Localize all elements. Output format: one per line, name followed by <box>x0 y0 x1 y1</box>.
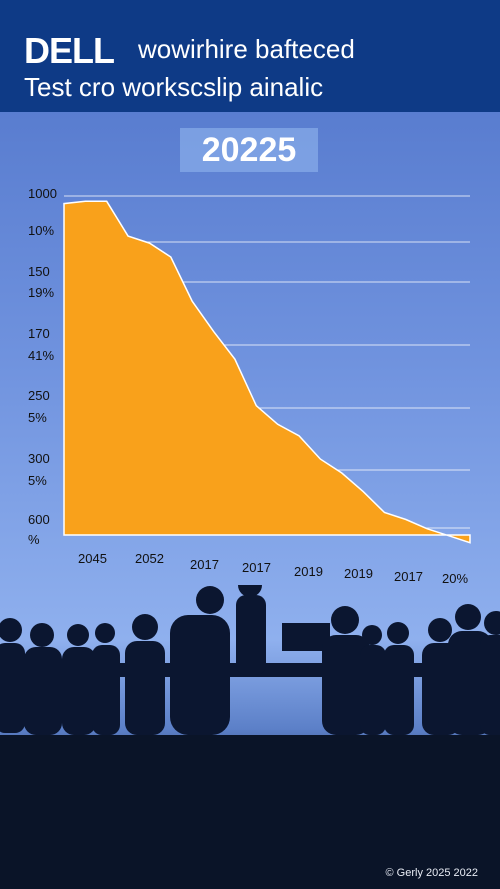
chart-area-series <box>63 200 471 544</box>
y-axis-ticks: 1000 10% 150 19% 170 41% 250 5% 300 5% 600% <box>28 186 57 547</box>
x-tick-label: 2017 <box>394 569 423 584</box>
x-tick-label: 2019 <box>294 564 323 579</box>
y-tick-label: 600 <box>28 512 50 527</box>
x-tick-label: 2045 <box>78 551 107 566</box>
x-tick-label: 20% <box>442 571 468 586</box>
title-line-2: Test cro workscslip ainalic <box>24 72 324 102</box>
y-tick-label: 150 <box>28 264 50 279</box>
x-tick-label: 2019 <box>344 566 373 581</box>
y-tick-label: 5% <box>28 410 47 425</box>
header-banner: DELL wowirhire bafteced Test cro workscs… <box>0 0 500 112</box>
x-tick-label: 2052 <box>135 551 164 566</box>
brand-logo: DELL <box>24 30 115 71</box>
y-tick-label: 170 <box>28 326 50 341</box>
x-tick-label: 2017 <box>242 560 271 575</box>
x-tick-label: 2017 <box>190 557 219 572</box>
y-tick-label: 41% <box>28 348 54 363</box>
y-tick-label: 300 <box>28 451 50 466</box>
y-tick-label: 19% <box>28 285 54 300</box>
title-line-1: wowirhire bafteced <box>138 34 355 64</box>
y-tick-label: 5% <box>28 473 47 488</box>
x-axis-ticks: 2045 2052 2017 2017 2019 2019 2017 20% <box>78 551 468 586</box>
area-series-fill <box>63 200 471 544</box>
y-tick-label: 250 <box>28 388 50 403</box>
y-tick-label: % <box>28 532 40 547</box>
audience-silhouettes <box>0 585 500 889</box>
year-badge: 20225 <box>180 128 318 172</box>
y-tick-label: 1000 <box>28 186 57 201</box>
copyright-text: © Gerly 2025 2022 <box>385 867 479 879</box>
y-tick-label: 10% <box>28 223 54 238</box>
